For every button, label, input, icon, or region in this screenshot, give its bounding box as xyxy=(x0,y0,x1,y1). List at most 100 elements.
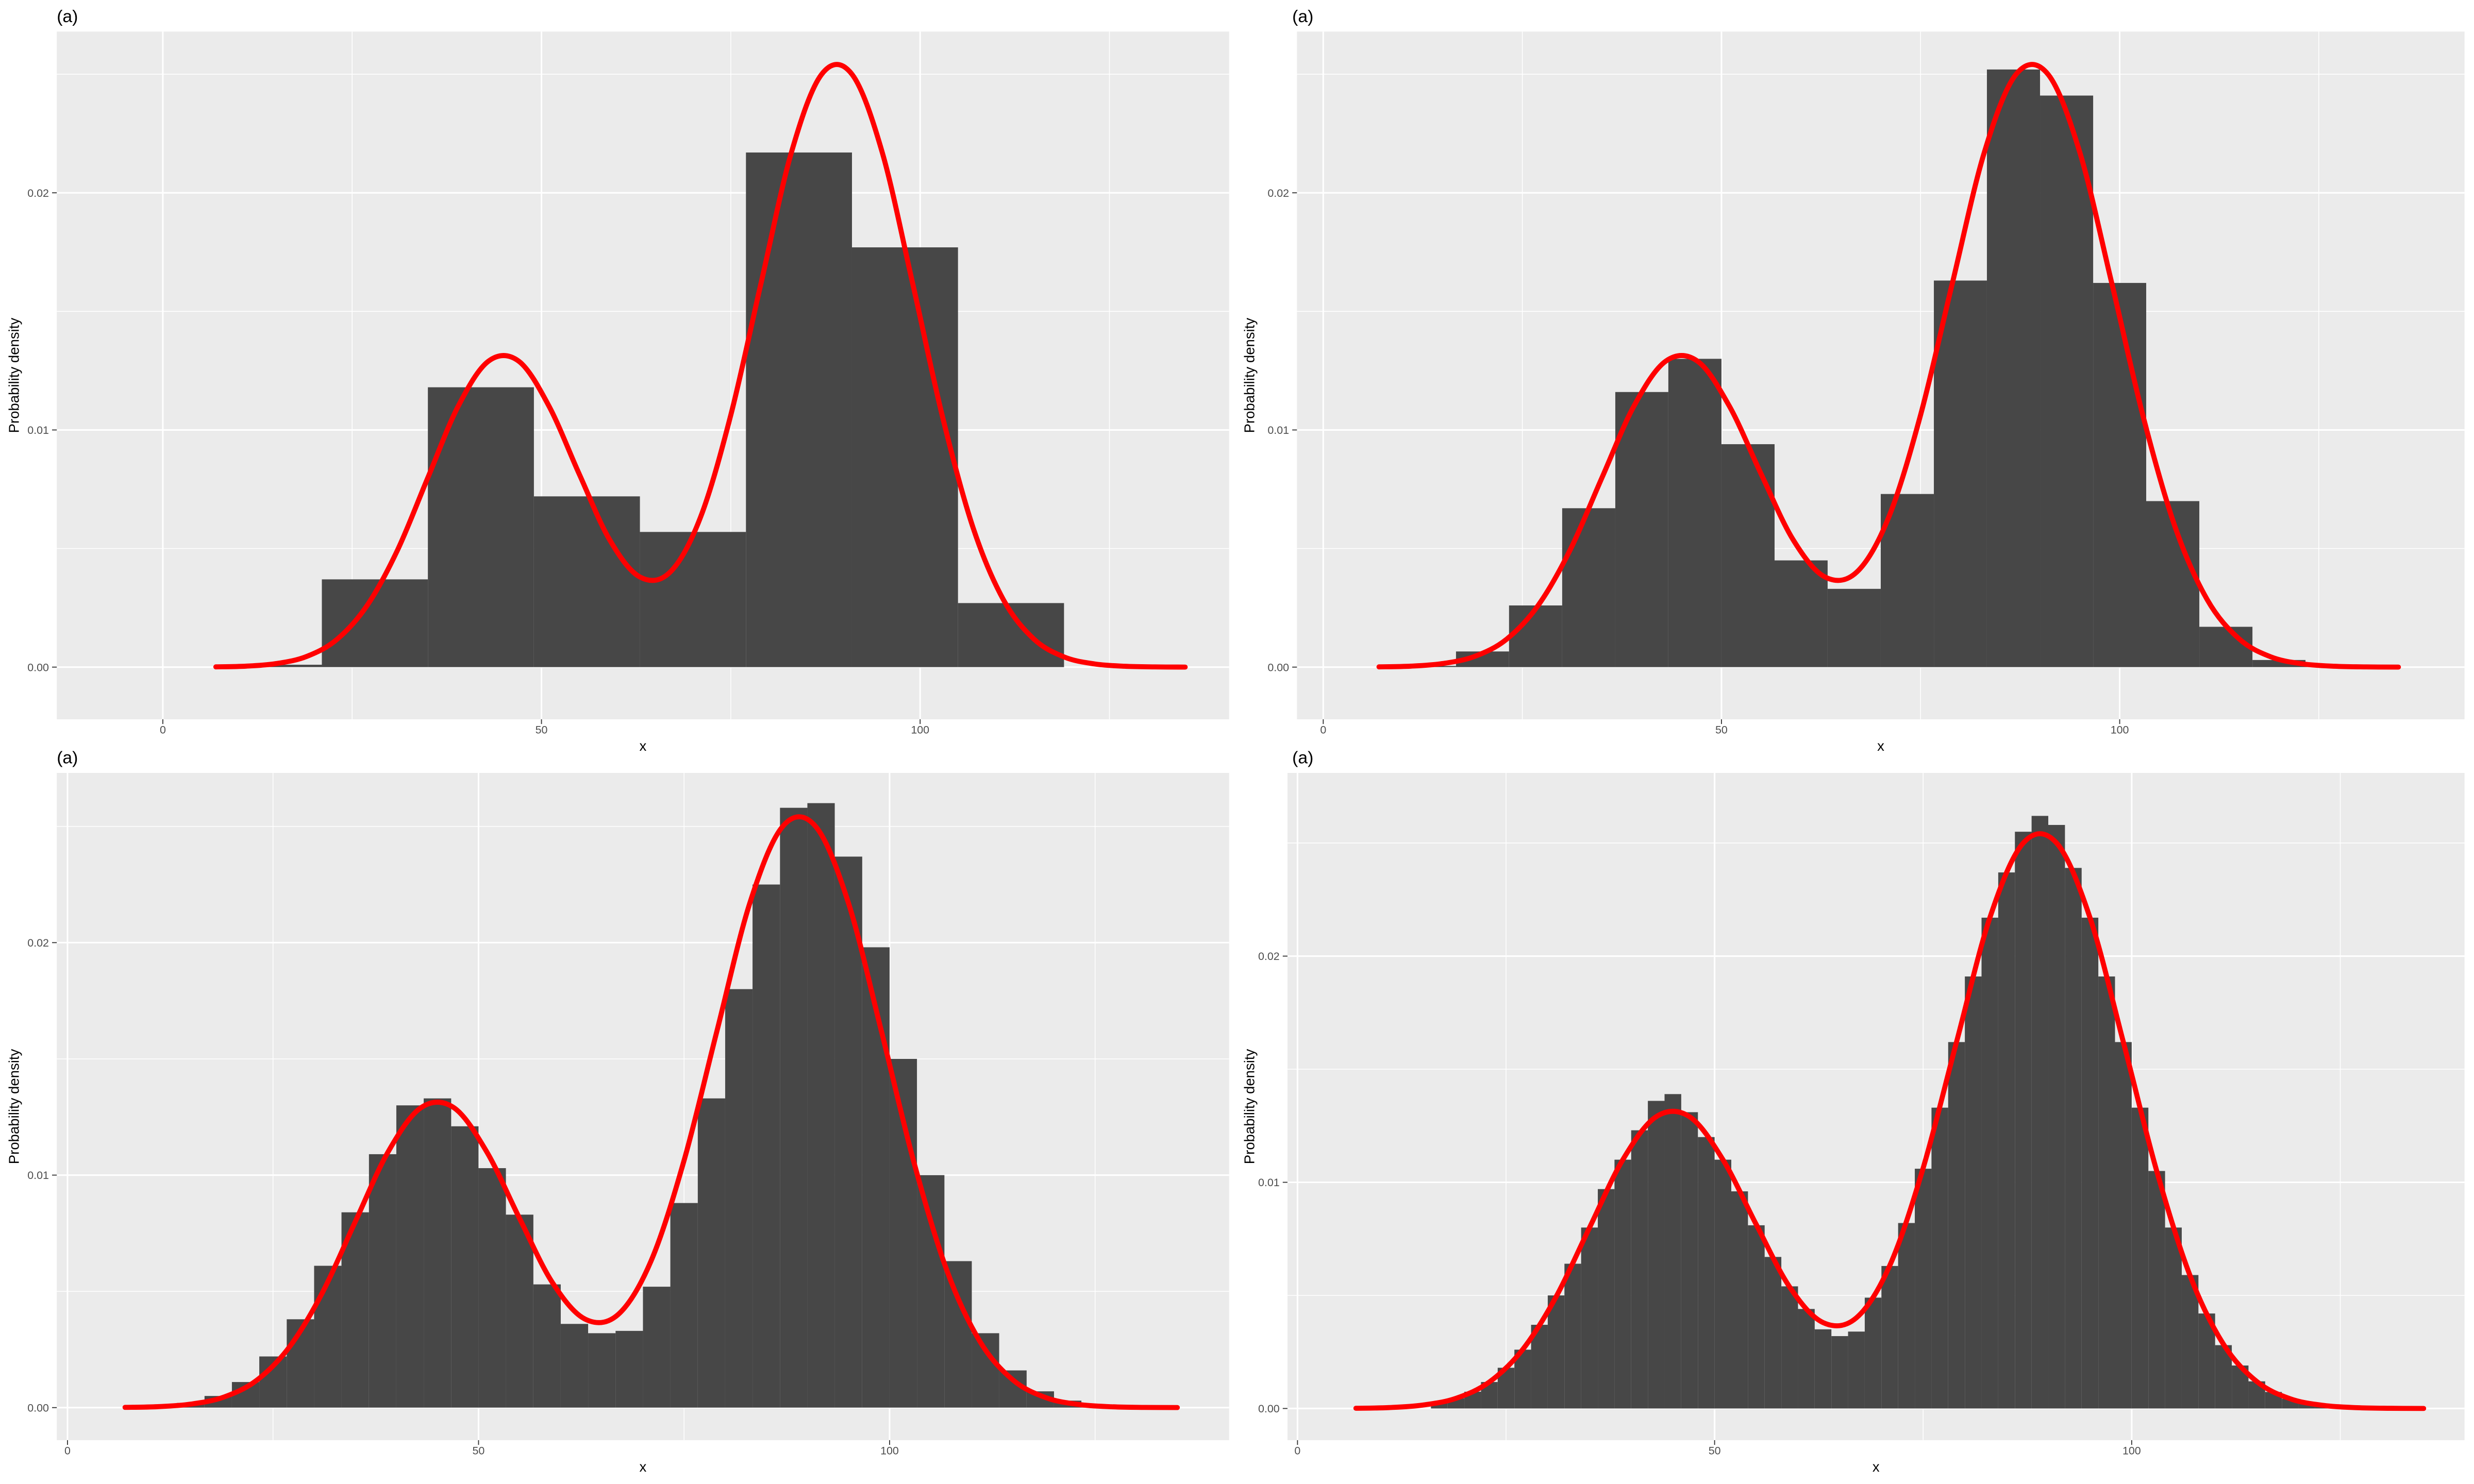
bar xyxy=(1898,1223,1915,1409)
bar xyxy=(2048,824,2065,1409)
bar xyxy=(1986,69,2041,667)
y-tick-label: 0.00 xyxy=(27,661,49,673)
bar xyxy=(506,1215,533,1408)
x-tick-label: 0 xyxy=(64,1444,71,1457)
y-tick-label: 0.01 xyxy=(1258,1176,1280,1189)
y-tick-label: 0.00 xyxy=(27,1402,49,1414)
bar xyxy=(2081,917,2099,1409)
bar xyxy=(2115,1042,2132,1409)
chart-title: (a) xyxy=(1292,749,1313,768)
bar xyxy=(917,1175,945,1408)
x-tick-label: 0 xyxy=(1294,1444,1300,1457)
bar xyxy=(640,532,746,667)
density-curve xyxy=(1353,831,2427,1411)
bar xyxy=(1764,1257,1782,1409)
bar xyxy=(1864,1297,1882,1409)
density-curve xyxy=(122,814,1180,1410)
bar xyxy=(1668,359,1721,667)
bar xyxy=(1948,1042,1965,1409)
y-axis-title: Probability density xyxy=(6,1049,22,1164)
bar xyxy=(1598,1189,1615,1409)
bar xyxy=(396,1105,424,1408)
bar xyxy=(1998,872,2015,1409)
x-axis-title: x xyxy=(1873,1459,1880,1475)
bar xyxy=(1814,1329,1832,1409)
bar xyxy=(1581,1227,1598,1409)
chart-title: (a) xyxy=(57,7,78,26)
chart-title: (a) xyxy=(1292,7,1313,26)
bar xyxy=(2098,976,2115,1409)
bar xyxy=(1831,1336,1848,1409)
bar xyxy=(944,1261,972,1408)
y-tick-label: 0.02 xyxy=(1258,950,1280,963)
bar xyxy=(2031,816,2049,1409)
bar xyxy=(2131,1107,2149,1409)
y-axis-title: Probability density xyxy=(1242,1049,1258,1164)
y-tick-label: 0.01 xyxy=(27,1169,49,1182)
bar xyxy=(2146,501,2200,667)
bar xyxy=(1431,1403,1448,1409)
y-tick-label: 0.02 xyxy=(1267,187,1289,199)
bar xyxy=(314,1266,342,1408)
panel: 0 50 100 0.00 0.01 0.02 (a) x Probability densit… xyxy=(1242,7,2465,754)
x-tick-label: 100 xyxy=(2122,1444,2141,1457)
bar xyxy=(1648,1101,1665,1409)
bar xyxy=(1934,280,1987,667)
bar xyxy=(697,1098,725,1408)
bar xyxy=(1748,1225,1765,1409)
y-tick-label: 0.02 xyxy=(27,187,49,199)
bar xyxy=(2199,627,2253,667)
density-curve xyxy=(213,62,1188,670)
x-axis-title: x xyxy=(640,1459,647,1475)
bar xyxy=(1531,1325,1548,1409)
bar xyxy=(1509,605,1562,667)
bar xyxy=(1827,588,1881,667)
bar xyxy=(670,1203,698,1408)
bar xyxy=(1681,1112,1698,1409)
y-axis-title: Probability density xyxy=(1242,318,1258,433)
bar xyxy=(780,807,808,1408)
bar xyxy=(1981,917,1998,1409)
y-axis-title: Probability density xyxy=(6,318,22,433)
y-tick-label: 0.02 xyxy=(27,937,49,949)
y-tick-label: 0.00 xyxy=(1267,661,1289,673)
bar xyxy=(2015,832,2032,1409)
bar xyxy=(615,1330,643,1408)
bar xyxy=(1731,1191,1748,1409)
bar xyxy=(1698,1137,1715,1409)
bar xyxy=(1547,1295,1565,1409)
bar xyxy=(428,387,534,667)
bar xyxy=(1848,1331,1865,1409)
y-tick-label: 0.00 xyxy=(1258,1403,1280,1415)
bar xyxy=(1881,1266,1898,1409)
bar xyxy=(643,1287,671,1408)
bar xyxy=(533,496,640,667)
bar xyxy=(1965,976,1982,1409)
bar xyxy=(1880,494,1934,667)
panel: 0 50 100 0.00 0.01 0.02 (a) x Probability densit… xyxy=(6,7,1229,754)
bar xyxy=(1721,444,1775,667)
x-tick-label: 100 xyxy=(2111,723,2129,736)
x-tick-label: 100 xyxy=(911,723,929,736)
bar xyxy=(753,884,780,1408)
bar xyxy=(1931,1107,1948,1409)
bar xyxy=(1614,1159,1631,1409)
bar xyxy=(588,1333,616,1408)
bar xyxy=(1562,508,1615,667)
bar xyxy=(1798,1309,1815,1409)
bar xyxy=(1775,560,1828,667)
x-tick-label: 0 xyxy=(1320,723,1326,736)
bar xyxy=(851,247,958,667)
bar xyxy=(451,1126,479,1408)
bar xyxy=(2040,95,2094,667)
x-tick-label: 50 xyxy=(473,1444,485,1457)
y-tick-label: 0.01 xyxy=(1267,424,1289,436)
bar xyxy=(972,1333,999,1408)
panel: 0 50 100 0.00 0.01 0.02 (a) x Probability densit… xyxy=(6,749,1229,1475)
panel: 0 50 100 0.00 0.01 0.02 (a) x Probability densit… xyxy=(1242,749,2465,1475)
bar xyxy=(807,803,835,1408)
bar xyxy=(1631,1130,1648,1409)
x-tick-label: 100 xyxy=(880,1444,899,1457)
y-tick-label: 0.01 xyxy=(27,424,49,436)
